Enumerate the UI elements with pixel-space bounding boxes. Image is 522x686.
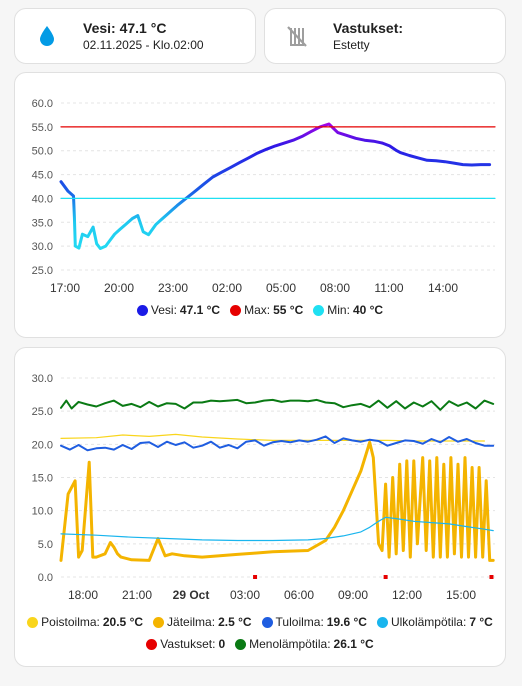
- chart2-legend: Poistoilma: 20.5 °C Jäteilma: 2.5 °C Tul…: [15, 611, 505, 655]
- legend-value-vastukset: 0: [218, 637, 226, 651]
- legend-item-jateilma[interactable]: Jäteilma: 2.5 °C: [153, 611, 252, 633]
- legend-label-vesi: Vesi: [150, 303, 174, 317]
- water-temperature-tile[interactable]: Vesi: 47.1 °C 02.11.2025 - Klo.02:00: [14, 8, 256, 64]
- y-tick-label: 20.0: [32, 439, 53, 451]
- series-line-jateilma: [59, 440, 495, 562]
- legend-value-menolampotila: 26.1 °C: [333, 637, 374, 651]
- x-tick-label: 17:00: [50, 281, 80, 295]
- x-tick-label: 08:00: [320, 281, 350, 295]
- x-tick-label: 11:00: [374, 281, 403, 295]
- water-temperature-chart[interactable]: 60.0 55.0 50.0 45.0 40.0 35.0 30.0 25.0 17:00 20:…: [15, 73, 507, 339]
- legend-label-min: Min: [327, 303, 347, 317]
- heaters-tile-subtitle: Estetty: [333, 38, 370, 52]
- y-tick-label: 60.0: [32, 98, 53, 110]
- y-tick-label: 10.0: [32, 506, 53, 518]
- y-tick-label: 50.0: [32, 146, 53, 158]
- water-tile-text: Vesi: 47.1 °C 02.11.2025 - Klo.02:00: [83, 19, 204, 53]
- legend-label-vastukset: Vastukset: [160, 637, 213, 651]
- series-line-ulkolampotila: [60, 516, 494, 542]
- legend-value-vesi: 47.1 °C: [179, 303, 221, 317]
- x-tick-label: 09:00: [338, 588, 368, 602]
- ventilation-temperature-chart-card: 30.0 25.0 20.0 15.0 10.0 5.0 0.0 18:00 21:00 29 O…: [14, 347, 506, 667]
- ventilation-temperature-chart[interactable]: 30.0 25.0 20.0 15.0 10.0 5.0 0.0 18:00 21:00 29 O…: [15, 348, 507, 668]
- series-point-vastukset: [489, 575, 494, 579]
- legend-dot-menolampotila: [235, 638, 247, 650]
- y-tick-label: 35.0: [32, 217, 53, 229]
- y-tick-label: 5.0: [38, 539, 53, 551]
- legend-dot-tuloilma: [261, 616, 273, 628]
- heater-off-icon: [283, 22, 311, 50]
- x-tick-label: 20:00: [104, 281, 134, 295]
- legend-dot-min: [313, 304, 325, 316]
- series-point-vastukset: [253, 575, 258, 579]
- water-tile-title: Vesi: 47.1 °C: [83, 20, 167, 36]
- x-tick-label: 05:00: [266, 281, 296, 295]
- series-line-tuloilma: [60, 435, 495, 452]
- heaters-tile-text: Vastukset: Estetty: [333, 19, 403, 53]
- series-point-vastukset: [383, 575, 388, 579]
- legend-dot-jateilma: [153, 616, 165, 628]
- legend-label-ulkolampotila: Ulkolämpötila: [390, 615, 463, 629]
- x-tick-label: 06:00: [284, 588, 314, 602]
- x-tick-label: 29 Oct: [173, 588, 210, 602]
- legend-item-tuloilma[interactable]: Tuloilma: 19.6 °C: [261, 611, 367, 633]
- series-line-menolampotila: [60, 398, 495, 411]
- x-tick-label: 12:00: [392, 588, 422, 602]
- water-temperature-chart-card: 60.0 55.0 50.0 45.0 40.0 35.0 30.0 25.0 17:00 20:…: [14, 72, 506, 338]
- legend-dot-ulkolampotila: [376, 616, 388, 628]
- legend-value-tuloilma: 19.6 °C: [326, 615, 367, 629]
- y-tick-label: 15.0: [32, 473, 53, 485]
- legend-dot-max: [230, 304, 242, 316]
- y-tick-label: 55.0: [32, 122, 53, 134]
- legend-value-jateilma: 2.5 °C: [218, 615, 252, 629]
- legend-item-menolampotila[interactable]: Menolämpötila: 26.1 °C: [235, 633, 374, 655]
- series-line-vesi: [59, 122, 492, 250]
- legend-item-min[interactable]: Min: 40 °C: [313, 303, 383, 317]
- water-tile-subtitle: 02.11.2025 - Klo.02:00: [83, 38, 204, 52]
- legend-dot-poistoilma: [27, 616, 39, 628]
- legend-value-poistoilma: 20.5 °C: [102, 615, 144, 629]
- y-tick-label: 30.0: [32, 373, 53, 385]
- legend-item-vastukset[interactable]: Vastukset: 0: [146, 633, 225, 655]
- legend-label-jateilma: Jäteilma: [167, 615, 212, 629]
- x-tick-label: 21:00: [122, 588, 152, 602]
- legend-value-ulkolampotila: 7 °C: [469, 615, 493, 629]
- y-tick-label: 0.0: [38, 572, 53, 584]
- x-tick-label: 03:00: [230, 588, 260, 602]
- x-tick-label: 23:00: [158, 281, 188, 295]
- legend-label-menolampotila: Menolämpötila: [249, 637, 328, 651]
- legend-dot-vesi: [136, 304, 148, 316]
- legend-item-poistoilma[interactable]: Poistoilma: 20.5 °C: [27, 611, 143, 633]
- legend-value-max: 55 °C: [273, 303, 304, 317]
- x-tick-label: 15:00: [446, 588, 476, 602]
- legend-label-poistoilma: Poistoilma: [41, 615, 97, 629]
- y-tick-label: 45.0: [32, 170, 53, 182]
- legend-label-max: Max: [244, 303, 267, 317]
- legend-item-max[interactable]: Max: 55 °C: [230, 303, 303, 317]
- legend-value-min: 40 °C: [352, 303, 384, 317]
- y-tick-label: 25.0: [32, 406, 53, 418]
- y-tick-label: 40.0: [32, 193, 53, 205]
- y-tick-label: 25.0: [32, 265, 53, 277]
- series-line-poistoilma: [60, 433, 485, 442]
- heaters-tile-title: Vastukset:: [333, 20, 404, 36]
- heaters-tile[interactable]: Vastukset: Estetty: [264, 8, 506, 64]
- x-tick-label: 18:00: [68, 588, 98, 602]
- legend-item-ulkolampotila[interactable]: Ulkolämpötila: 7 °C: [376, 611, 493, 633]
- legend-label-tuloilma: Tuloilma: [275, 615, 321, 629]
- legend-item-vesi[interactable]: Vesi: 47.1 °C: [136, 303, 221, 317]
- water-drop-icon: [33, 22, 61, 50]
- y-tick-label: 30.0: [32, 241, 53, 253]
- chart1-legend: Vesi: 47.1 °C Max: 55 °C Min: 40 °C: [15, 303, 505, 317]
- x-tick-label: 02:00: [212, 281, 242, 295]
- legend-dot-vastukset: [146, 638, 158, 650]
- x-tick-label: 14:00: [428, 281, 458, 295]
